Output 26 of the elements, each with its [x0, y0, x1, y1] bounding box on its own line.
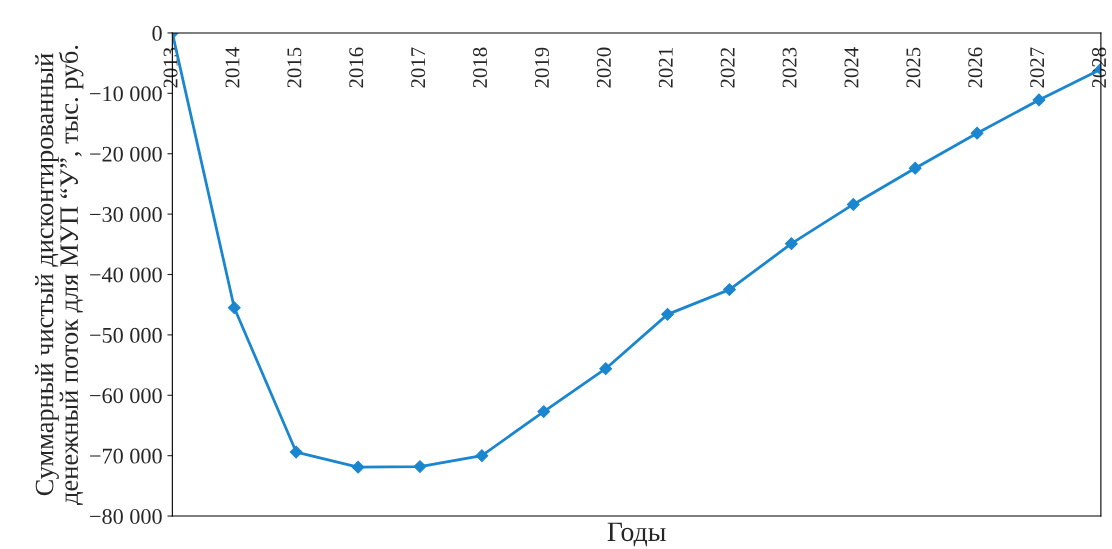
y-tick-label: −60 000: [90, 388, 162, 404]
x-tick-label: 2021: [658, 48, 673, 88]
x-tick-label: 2014: [225, 47, 240, 88]
y-tick-label: −70 000: [90, 448, 162, 464]
x-tick-label: 2020: [596, 47, 611, 88]
y-tick-label: −80 000: [90, 508, 162, 524]
x-tick-label: 2028: [1092, 47, 1107, 88]
x-tick-label: 2022: [720, 47, 735, 88]
x-tick-label: 2017: [411, 47, 426, 88]
x-tick-label: 2027: [1030, 47, 1045, 88]
y-tick-label: −10 000: [90, 86, 162, 102]
y-tick-label: −40 000: [90, 267, 162, 283]
x-tick-label: 2025: [906, 47, 921, 88]
x-tick-label: 2023: [782, 47, 797, 88]
x-tick-label: 2019: [534, 47, 549, 88]
x-tick-label: 2016: [349, 47, 364, 88]
x-axis-title: Годы: [607, 522, 666, 547]
x-tick-label: 2024: [844, 47, 859, 88]
y-tick-label: 0: [152, 25, 162, 41]
x-tick-label: 2018: [473, 47, 488, 88]
x-tick-label: 2026: [968, 47, 983, 88]
y-tick-label: −20 000: [90, 146, 162, 162]
y-tick-label: −50 000: [90, 327, 162, 343]
y-axis-title: Суммарный чистый дисконтированный денежный поток для МУП “У”, тыс. руб.: [35, 45, 84, 505]
x-tick-label: 2015: [287, 47, 302, 88]
y-tick-label: −30 000: [90, 207, 162, 223]
